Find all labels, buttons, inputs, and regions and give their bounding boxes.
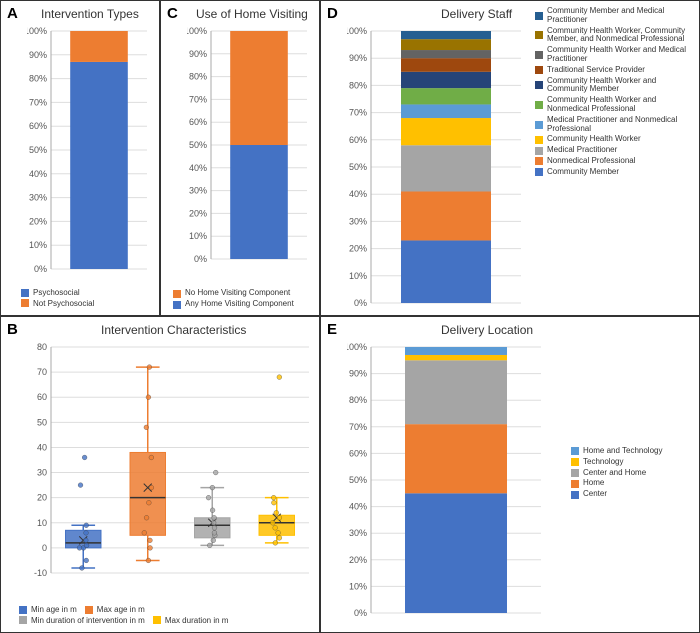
legend-e: Home and TechnologyTechnologyCenter and …	[571, 447, 691, 501]
svg-text:80: 80	[37, 343, 47, 352]
svg-text:50%: 50%	[29, 145, 47, 155]
svg-text:30%: 30%	[349, 528, 367, 538]
svg-text:50%: 50%	[349, 162, 367, 172]
svg-text:80%: 80%	[349, 395, 367, 405]
svg-text:70%: 70%	[349, 422, 367, 432]
svg-text:10%: 10%	[349, 581, 367, 591]
svg-text:70%: 70%	[189, 94, 207, 104]
panel-title-b: Intervention Characteristics	[101, 323, 246, 337]
svg-text:100%: 100%	[347, 27, 367, 36]
panel-e: E Delivery Location 0% 10% 20% 30% 40% 50% 60%…	[320, 316, 700, 633]
panel-c: C Use of Home Visiting 0% 10% 20% 30% 40% 50%…	[160, 0, 320, 316]
svg-text:100%: 100%	[27, 27, 47, 36]
panel-letter-d: D	[327, 5, 338, 22]
panel-title-e: Delivery Location	[441, 323, 533, 337]
svg-text:40: 40	[37, 442, 47, 452]
svg-text:80%: 80%	[189, 72, 207, 82]
svg-text:40%: 40%	[349, 189, 367, 199]
panel-letter-c: C	[167, 5, 178, 22]
chart-a: 0% 10% 20% 30% 40% 50% 60% 70% 80% 90% 100%	[27, 27, 155, 285]
svg-text:10%: 10%	[29, 240, 47, 250]
svg-text:20%: 20%	[29, 216, 47, 226]
chart-b: -10 0 10 20 30 40 50 60 70 80	[27, 343, 315, 593]
chart-c: 0% 10% 20% 30% 40% 50% 60% 70% 80% 90% 100%	[187, 27, 315, 285]
svg-text:60: 60	[37, 392, 47, 402]
chart-d: 0% 10% 20% 30% 40% 50% 60% 70% 80% 90% 100%	[347, 27, 537, 311]
svg-text:70%: 70%	[29, 97, 47, 107]
legend-d: Community Member and Medical Practitione…	[535, 7, 695, 179]
svg-text:60%: 60%	[29, 121, 47, 131]
svg-text:80%: 80%	[29, 74, 47, 84]
panel-letter-a: A	[7, 5, 18, 22]
svg-text:60%: 60%	[189, 117, 207, 127]
panel-title-a: Intervention Types	[41, 7, 139, 21]
panel-letter-e: E	[327, 321, 337, 338]
svg-text:40%: 40%	[29, 169, 47, 179]
svg-text:50%: 50%	[349, 475, 367, 485]
svg-text:100%: 100%	[347, 343, 367, 352]
legend-a: PsychosocialNot Psychosocial	[21, 288, 159, 309]
panel-title-d: Delivery Staff	[441, 7, 512, 21]
svg-text:-10: -10	[34, 568, 47, 578]
panel-title-c: Use of Home Visiting	[196, 7, 308, 21]
svg-text:90%: 90%	[349, 369, 367, 379]
svg-text:60%: 60%	[349, 448, 367, 458]
svg-text:40%: 40%	[349, 502, 367, 512]
svg-text:10: 10	[37, 518, 47, 528]
panel-d: D Delivery Staff 0% 10% 20% 30% 40% 50% 60% 70%…	[320, 0, 700, 316]
svg-text:90%: 90%	[189, 49, 207, 59]
svg-text:0: 0	[42, 543, 47, 553]
svg-text:60%: 60%	[349, 135, 367, 145]
legend-b: Min age in mMax age in mMin duration of …	[19, 605, 309, 626]
svg-text:30%: 30%	[189, 186, 207, 196]
svg-text:30: 30	[37, 468, 47, 478]
svg-text:0%: 0%	[34, 264, 47, 274]
svg-text:20%: 20%	[189, 208, 207, 218]
svg-text:80%: 80%	[349, 80, 367, 90]
svg-text:30%: 30%	[29, 193, 47, 203]
svg-text:70: 70	[37, 367, 47, 377]
svg-text:0%: 0%	[354, 298, 367, 308]
svg-text:20%: 20%	[349, 555, 367, 565]
panel-letter-b: B	[7, 321, 18, 338]
svg-text:20%: 20%	[349, 244, 367, 254]
chart-e: 0% 10% 20% 30% 40% 50% 60% 70% 80% 90% 100%	[347, 343, 567, 623]
svg-text:40%: 40%	[189, 163, 207, 173]
svg-text:20: 20	[37, 493, 47, 503]
svg-text:10%: 10%	[189, 231, 207, 241]
panel-b: B Intervention Characteristics -10 0 10 20 3…	[0, 316, 320, 633]
legend-c: No Home Visiting ComponentAny Home Visit…	[173, 289, 294, 311]
svg-text:0%: 0%	[354, 608, 367, 618]
svg-text:50%: 50%	[189, 140, 207, 150]
panel-a: A Intervention Types 0% 10% 20% 30% 40% 50% 60…	[0, 0, 160, 316]
svg-text:90%: 90%	[29, 50, 47, 60]
svg-text:100%: 100%	[187, 27, 207, 36]
svg-text:70%: 70%	[349, 108, 367, 118]
svg-text:50: 50	[37, 417, 47, 427]
svg-text:30%: 30%	[349, 216, 367, 226]
svg-text:10%: 10%	[349, 271, 367, 281]
svg-text:90%: 90%	[349, 53, 367, 63]
svg-text:0%: 0%	[194, 254, 207, 264]
